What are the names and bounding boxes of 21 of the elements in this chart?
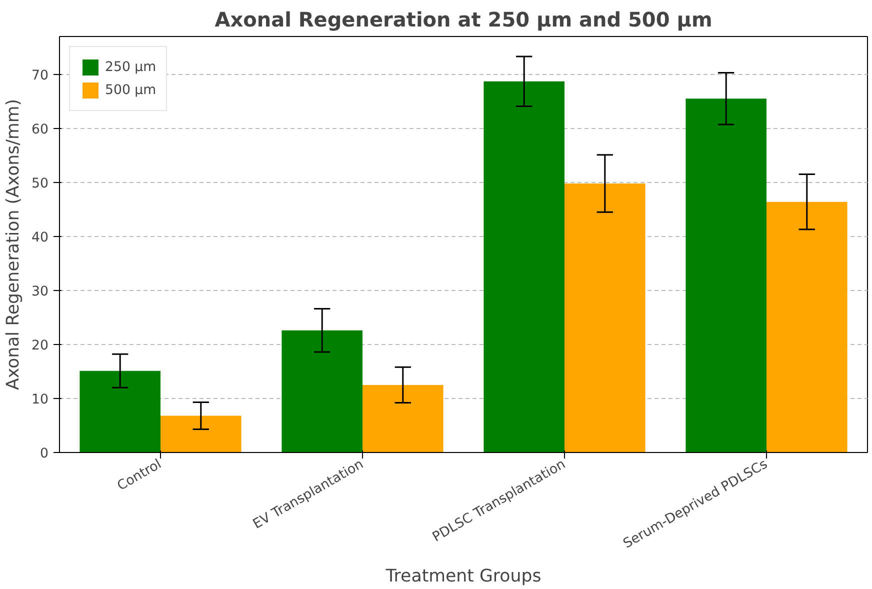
y-tick-label: 30	[32, 284, 49, 300]
chart-title: Axonal Regeneration at 250 µm and 500 µm	[214, 8, 712, 32]
y-tick-label: 40	[32, 230, 49, 246]
y-tick-label: 60	[32, 122, 49, 138]
y-axis-title: Axonal Regeneration (Axons/mm)	[4, 98, 24, 390]
legend-label: 500 µm	[105, 82, 156, 98]
bar	[282, 330, 362, 452]
y-tick-label: 10	[32, 392, 49, 408]
bar	[564, 183, 646, 452]
bar	[160, 416, 242, 452]
y-tick-label: 50	[32, 176, 49, 192]
legend-label: 250 µm	[105, 60, 156, 74]
bar	[686, 98, 766, 452]
bar	[766, 202, 848, 452]
x-axis-title: Treatment Groups	[384, 566, 542, 586]
bar	[80, 370, 160, 452]
bar	[362, 384, 444, 452]
y-tick-label: 0	[40, 446, 49, 462]
y-tick-label: 20	[32, 338, 49, 354]
y-tick-label: 70	[32, 68, 49, 84]
bar	[484, 81, 564, 452]
